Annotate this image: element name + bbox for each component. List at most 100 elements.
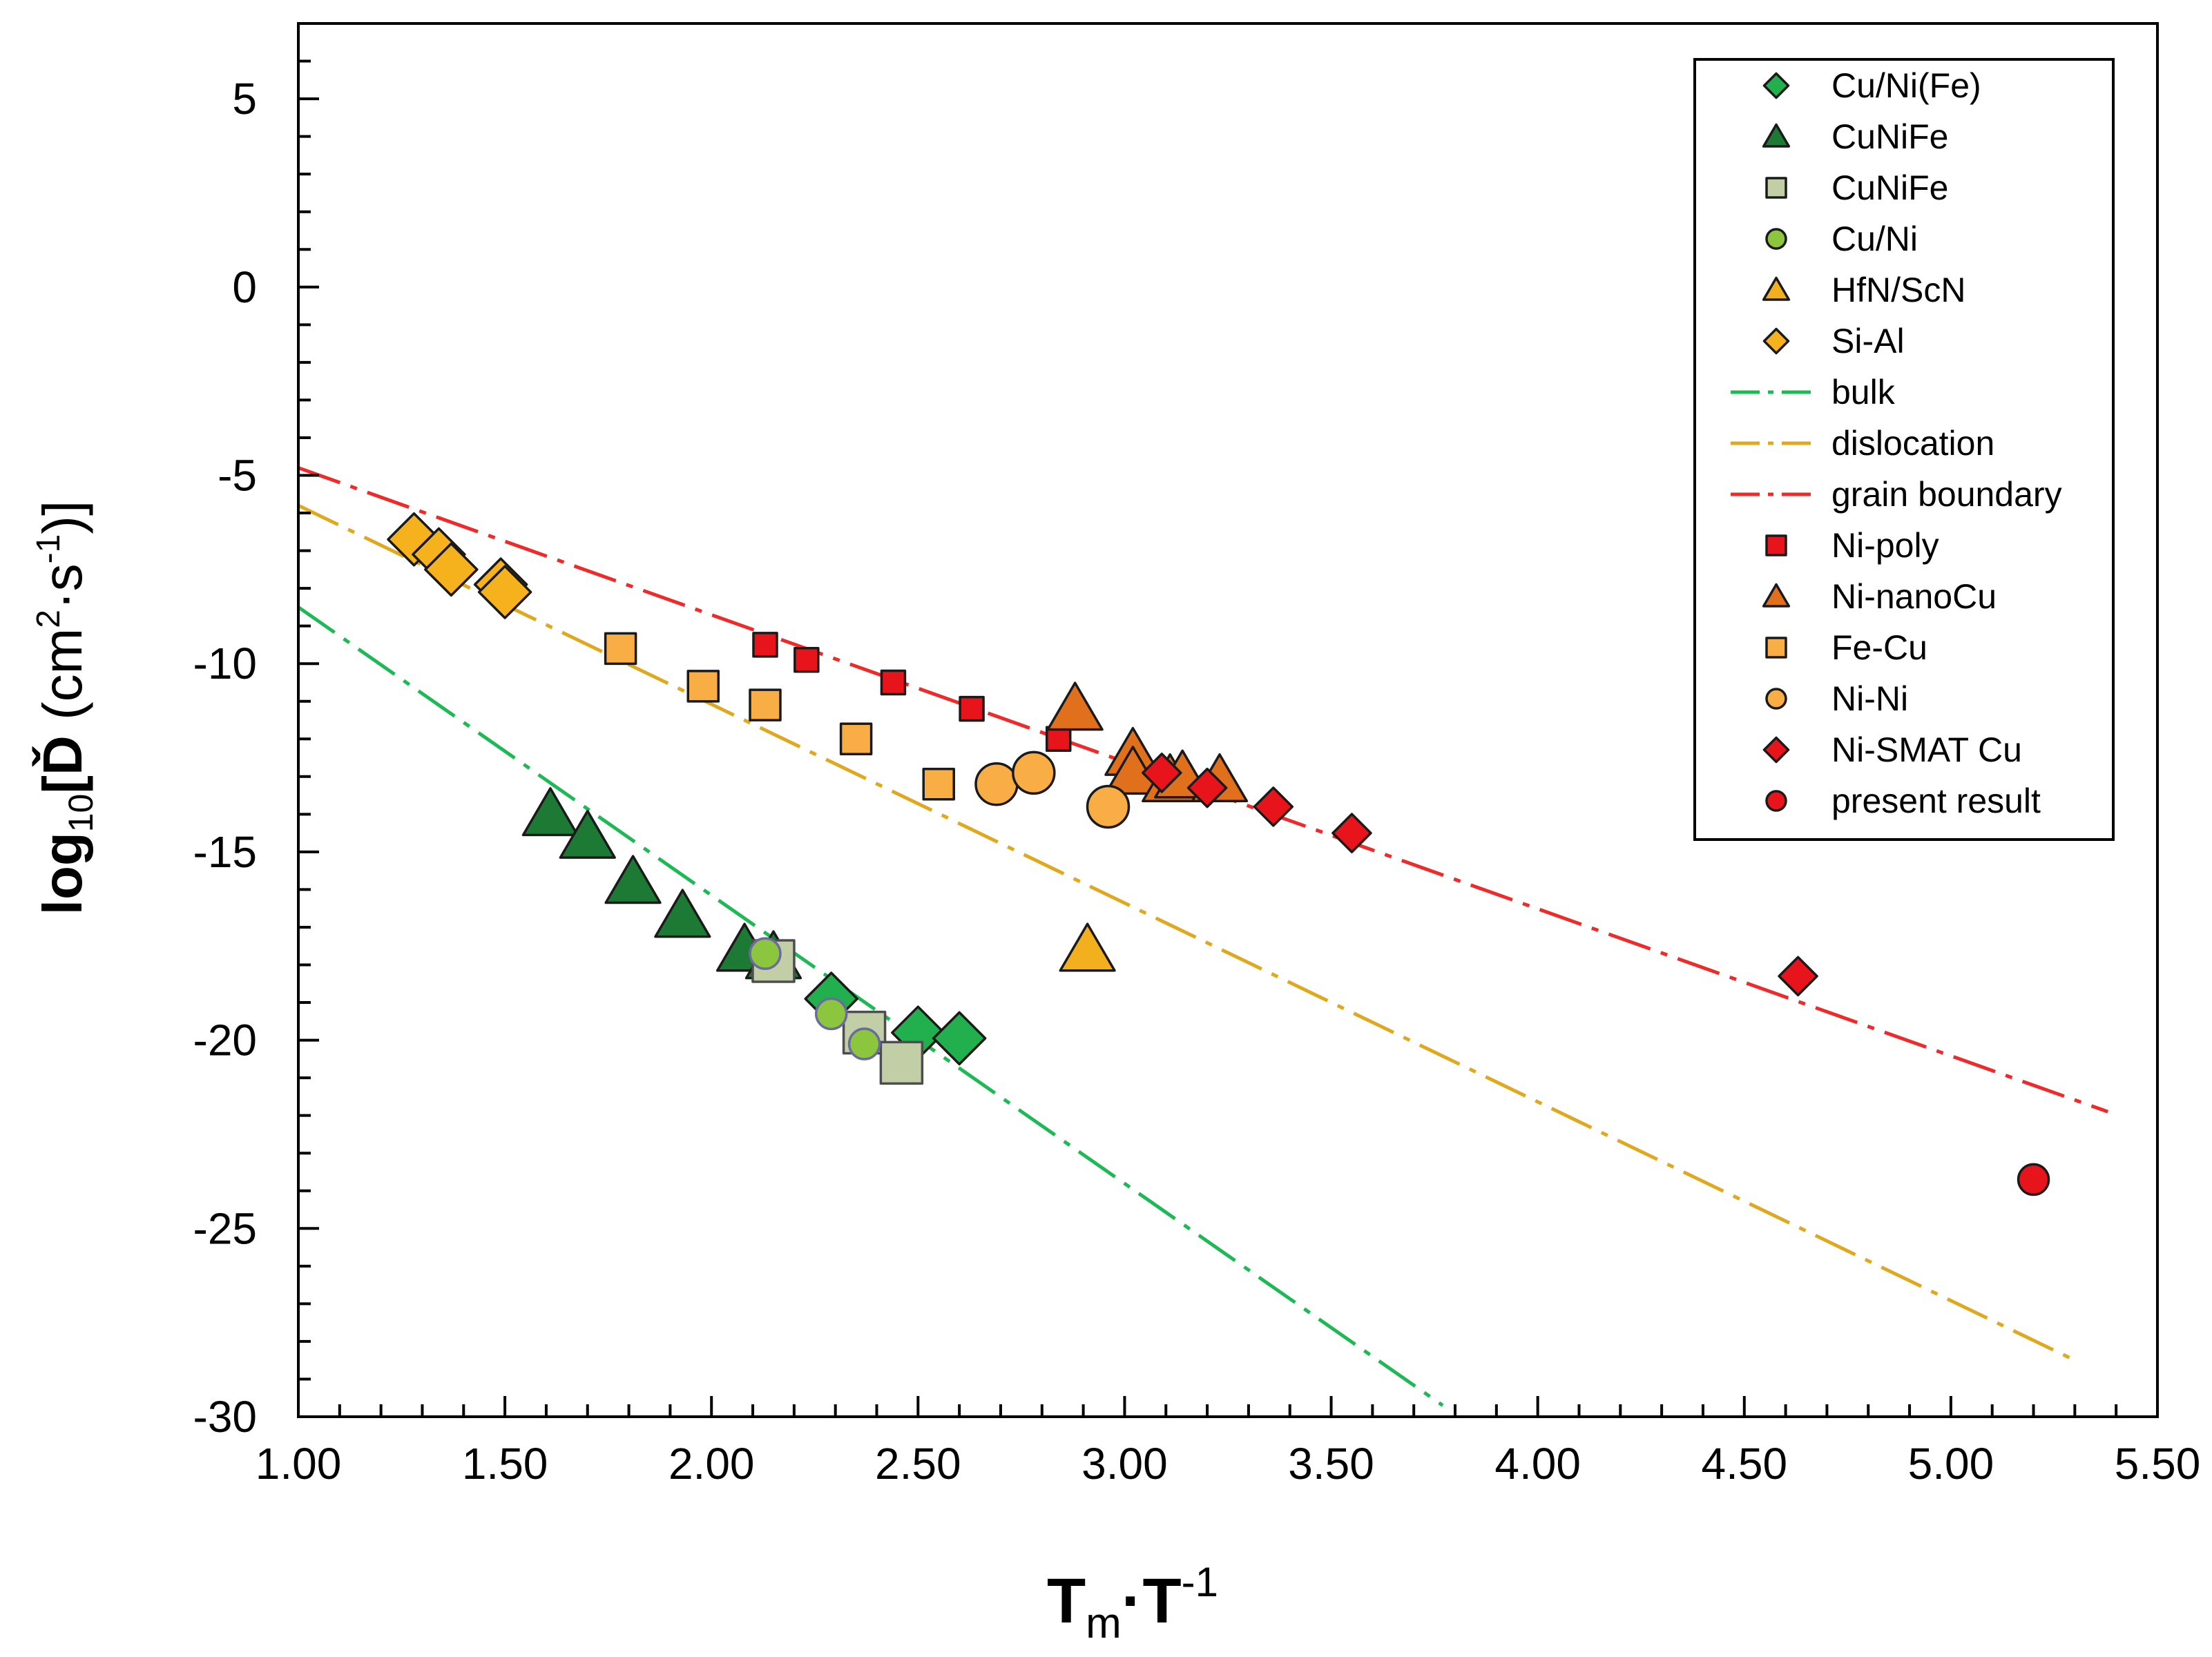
series-si-al-diamond [387, 512, 532, 619]
legend-item-hfn-scn: HfN/ScN [1762, 271, 1965, 309]
cunife-point [604, 855, 662, 904]
x-tick-label: 3.00 [1081, 1439, 1168, 1489]
ni-ni-point [974, 762, 1019, 806]
legend-marker-swatch [1765, 534, 1787, 556]
legend-label: dislocation [1831, 424, 1994, 463]
legend-item-present-result: present result [1765, 782, 2041, 820]
legend-item-fe-cu: Fe-Cu [1765, 628, 1927, 667]
legend-marker-swatch [1762, 72, 1790, 99]
y-tick-labels: 5 0 -5 -10 -15 -20 -25 -30 [193, 74, 258, 1442]
ni-poly-point [752, 632, 778, 658]
y-axis-title-sup2: -1 [30, 534, 67, 564]
x-tick-label: 3.50 [1288, 1439, 1374, 1489]
plot-frame [297, 22, 2159, 1418]
x-axis-title-main: T [1047, 1566, 1086, 1636]
y-axis-title-units-mid: ·s [32, 563, 93, 610]
ni-ni-point [1012, 750, 1056, 795]
legend-item-ni-poly: Ni-poly [1765, 526, 1939, 565]
legend-marker-swatch [1762, 327, 1790, 355]
x-axis-title-middle: ·T [1122, 1566, 1182, 1636]
y-tick-label: -30 [193, 1392, 258, 1442]
fe-cu-point [749, 688, 782, 721]
legend-marker-swatch [1762, 583, 1791, 608]
y-axis-title-units: (cm [32, 628, 93, 736]
y-tick-label: -20 [193, 1016, 258, 1065]
legend-item-ni-ni: Ni-Ni [1765, 679, 1908, 718]
series-hfn-scn-triangle [1059, 922, 1116, 972]
legend-marker-swatch [1765, 790, 1787, 812]
y-axis-title-sup1: 2 [30, 610, 67, 628]
legend-item-dislocation: dislocation [1731, 424, 1994, 463]
y-tick-label: -10 [193, 639, 258, 688]
x-tick-label: 5.00 [1908, 1439, 1994, 1489]
legend-marker-swatch [1765, 637, 1787, 659]
x-tick-label: 5.50 [2115, 1439, 2201, 1489]
legend-label: Fe-Cu [1831, 628, 1927, 667]
x-axis-title: Tm·T-1 [1047, 1559, 1218, 1647]
legend-marker-swatch [1765, 177, 1787, 199]
series-present-result-circle [2017, 1163, 2050, 1196]
cunife-point [879, 1040, 924, 1085]
ni-smat-cu-point [1142, 753, 1182, 793]
legend-item-ni-nanocu: Ni-nanoCu [1762, 577, 1997, 616]
x-tick-label: 1.50 [462, 1439, 548, 1489]
data-points [387, 512, 2050, 1196]
ni-smat-cu-point [1253, 786, 1294, 827]
legend-label: CuNiFe [1831, 117, 1948, 156]
series-ni-smat-cu-diamond [1142, 753, 1818, 997]
x-tick-label: 4.00 [1494, 1439, 1581, 1489]
legend-item-bulk: bulk [1731, 373, 1896, 411]
y-tick-label: 5 [232, 74, 257, 124]
legend-item-cu-ni: Cu/Ni [1765, 220, 1918, 258]
bulk-line [297, 605, 1444, 1407]
legend-marker-swatch [1765, 228, 1787, 250]
ni-smat-cu-point [1331, 813, 1372, 853]
y-tick-label: -15 [193, 827, 258, 877]
cu-ni-point [847, 1027, 881, 1060]
legend-label: HfN/ScN [1831, 271, 1965, 309]
series-ni-poly-square [752, 632, 1072, 753]
y-tick-label: -25 [193, 1203, 258, 1253]
legend: Cu/Ni(Fe) CuNiFe CuNiFe Cu/Ni HfN/ScN Si-Al bu… [1693, 58, 2115, 841]
y-axis-title-sub: 10 [61, 794, 100, 833]
legend-label: Si-Al [1831, 322, 1905, 360]
y-axis-title-bracket: [ [32, 775, 93, 794]
legend-item-si-al: Si-Al [1762, 322, 1905, 360]
legend-item-cu-ni-fe: Cu/Ni(Fe) [1762, 66, 1981, 105]
y-tick-label: 0 [232, 262, 257, 312]
legend-item-cunife: CuNiFe [1765, 168, 1948, 207]
fe-cu-point [604, 632, 637, 666]
legend-label: Cu/Ni(Fe) [1831, 66, 1981, 105]
hfn-scn-point [1059, 922, 1116, 972]
legend-item-cunife: CuNiFe [1762, 117, 1948, 156]
legend-marker-swatch [1765, 688, 1787, 710]
legend-box [1693, 58, 2115, 841]
axis-ticks [297, 22, 2159, 1418]
fe-cu-point [839, 722, 873, 756]
cu-ni-point [749, 937, 782, 970]
fe-cu-point [686, 670, 720, 703]
legend-item-ni-smat-cu: Ni-SMAT Cu [1762, 730, 2022, 769]
x-axis-title-sub: m [1086, 1600, 1122, 1647]
ni-nanocu-point [1046, 681, 1104, 731]
x-tick-labels: 1.00 1.50 2.00 2.50 3.00 3.50 4.00 4.50 5.00 5.50 [256, 1439, 2201, 1489]
legend-label: Ni-nanoCu [1831, 577, 1997, 616]
dislocation-line [297, 503, 2076, 1362]
legend-label: bulk [1831, 373, 1896, 411]
cu-ni-point [814, 997, 848, 1031]
legend-marker-swatch [1762, 736, 1790, 764]
ni-smat-cu-point [1186, 767, 1228, 808]
x-tick-label: 2.50 [875, 1439, 961, 1489]
legend-label: CuNiFe [1831, 168, 1948, 207]
ni-poly-point [880, 669, 907, 696]
series-fe-cu-square [604, 632, 955, 801]
ni-smat-cu-point [1778, 956, 1818, 997]
y-axis-title: log10[Ď (cm2·s-1)] [30, 501, 100, 915]
x-tick-label: 4.50 [1701, 1439, 1787, 1489]
legend-marker-swatch [1762, 123, 1791, 148]
legend-label: Cu/Ni [1831, 220, 1918, 258]
x-tick-label: 2.00 [669, 1439, 755, 1489]
legend-label: Ni-Ni [1831, 679, 1908, 718]
present-result-point [2017, 1163, 2050, 1196]
ni-ni-point [1086, 784, 1131, 829]
